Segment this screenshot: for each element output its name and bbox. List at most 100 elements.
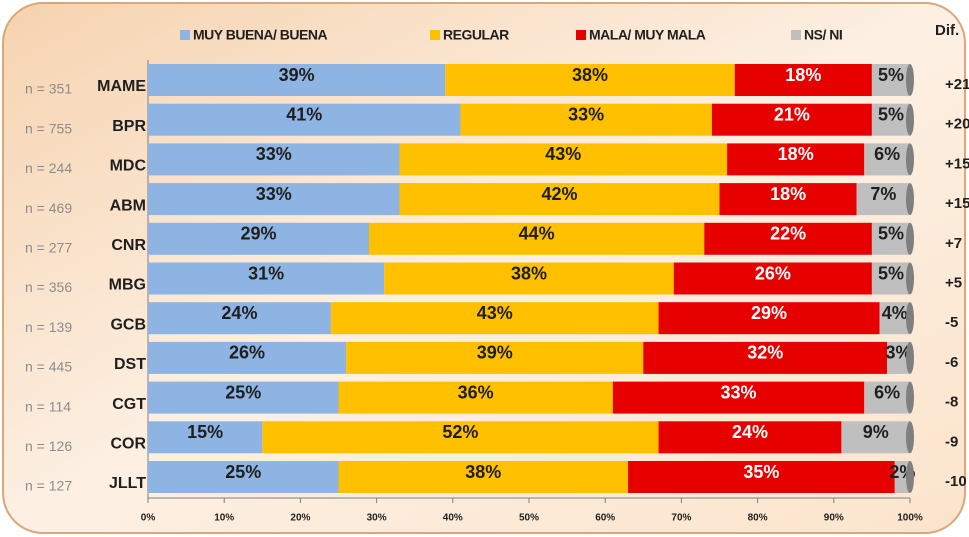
bar-segment	[399, 183, 720, 216]
value-label: 52%	[442, 422, 478, 442]
legend-swatch	[576, 30, 586, 40]
bar-segment	[658, 302, 880, 335]
difference-label: -5	[945, 314, 958, 331]
difference-label: +7	[945, 235, 962, 252]
sample-size: n = 139	[25, 319, 72, 335]
difference-label: -9	[945, 433, 958, 450]
value-label: 38%	[465, 462, 501, 482]
bar-end-cap	[906, 222, 914, 255]
value-label: 36%	[458, 382, 494, 402]
difference-label: -10	[945, 473, 967, 490]
bar-segment	[148, 103, 461, 136]
bar-segment	[864, 143, 910, 176]
sample-size: n = 356	[25, 279, 72, 295]
bar-segment	[871, 103, 910, 136]
value-label: 33%	[721, 382, 757, 402]
value-label: 5%	[878, 65, 904, 85]
value-label: 18%	[785, 65, 821, 85]
bar-segment	[871, 64, 910, 96]
category-label: MBG	[109, 277, 146, 294]
bar-segment	[871, 262, 910, 295]
bar-segment	[346, 341, 644, 374]
x-tick-label: 50%	[519, 513, 539, 524]
category-label: CNR	[111, 237, 146, 254]
bar-segment	[148, 183, 400, 216]
bar-end-cap	[906, 262, 914, 295]
difference-label: +5	[945, 274, 962, 291]
value-label: 44%	[519, 224, 555, 244]
value-label: 26%	[229, 343, 265, 363]
value-label: 33%	[256, 144, 292, 164]
value-label: 39%	[279, 65, 315, 85]
value-label: 6%	[874, 144, 900, 164]
value-label: 31%	[248, 263, 284, 283]
bar-segment	[148, 381, 339, 414]
legend-label: NS/ NI	[804, 27, 842, 43]
x-tick-label: 80%	[748, 513, 768, 524]
value-label: 5%	[878, 104, 904, 124]
bar-segment	[148, 143, 400, 176]
bar-segment	[445, 64, 735, 96]
category-label: BPR	[112, 118, 146, 135]
value-label: 33%	[568, 104, 604, 124]
legend-swatch	[791, 30, 801, 40]
difference-label: +21	[945, 76, 969, 93]
difference-label: +15	[945, 155, 969, 172]
x-tick-label: 30%	[367, 513, 387, 524]
legend-label: MALA/ MUY MALA	[589, 27, 706, 43]
value-label: 41%	[286, 104, 322, 124]
value-label: 38%	[572, 65, 608, 85]
category-label: JLLT	[109, 475, 146, 492]
bar-segment	[711, 103, 872, 136]
x-tick-label: 20%	[290, 513, 310, 524]
legend-label: REGULAR	[443, 27, 509, 43]
bar-segment	[879, 302, 910, 335]
bar-segment	[856, 183, 910, 216]
bar-end-cap	[906, 421, 914, 454]
category-label: MDC	[110, 158, 147, 175]
x-tick-label: 70%	[671, 513, 691, 524]
value-label: 18%	[770, 184, 806, 204]
bar-segment	[338, 461, 629, 493]
bar-end-cap	[906, 341, 914, 374]
value-label: 38%	[511, 263, 547, 283]
value-label: 32%	[747, 343, 783, 363]
bar-segment	[148, 461, 339, 493]
sample-size: n = 351	[25, 81, 72, 97]
value-label: 43%	[545, 144, 581, 164]
bar-segment	[658, 421, 842, 454]
difference-label: -8	[945, 394, 958, 411]
value-label: 43%	[477, 303, 513, 323]
value-label: 42%	[541, 184, 577, 204]
bar-segment	[384, 262, 674, 295]
bar-segment	[612, 381, 865, 414]
value-label: 7%	[870, 184, 896, 204]
bar-segment	[643, 341, 888, 374]
value-label: 35%	[743, 462, 779, 482]
value-label: 24%	[221, 303, 257, 323]
x-tick-label: 90%	[824, 513, 844, 524]
sample-size: n = 755	[25, 120, 72, 136]
bar-end-cap	[906, 461, 914, 493]
sample-size: n = 114	[25, 398, 71, 414]
value-label: 3%	[886, 343, 912, 363]
value-label: 29%	[751, 303, 787, 323]
value-label: 18%	[778, 144, 814, 164]
bar-segment	[399, 143, 728, 176]
difference-label: -6	[945, 354, 958, 371]
x-tick-label: 100%	[897, 513, 923, 524]
bar-segment	[148, 302, 331, 335]
bar-segment	[841, 421, 910, 454]
bar-segment	[719, 183, 857, 216]
bar-segment	[673, 262, 872, 295]
sample-size: n = 244	[25, 160, 72, 176]
x-tick-label: 40%	[443, 513, 463, 524]
value-label: 5%	[878, 224, 904, 244]
value-label: 26%	[755, 263, 791, 283]
value-label: 39%	[477, 343, 513, 363]
bar-segment	[148, 64, 446, 96]
bar-segment	[894, 461, 910, 493]
sample-size: n = 127	[25, 478, 72, 494]
bar-segment	[148, 341, 347, 374]
